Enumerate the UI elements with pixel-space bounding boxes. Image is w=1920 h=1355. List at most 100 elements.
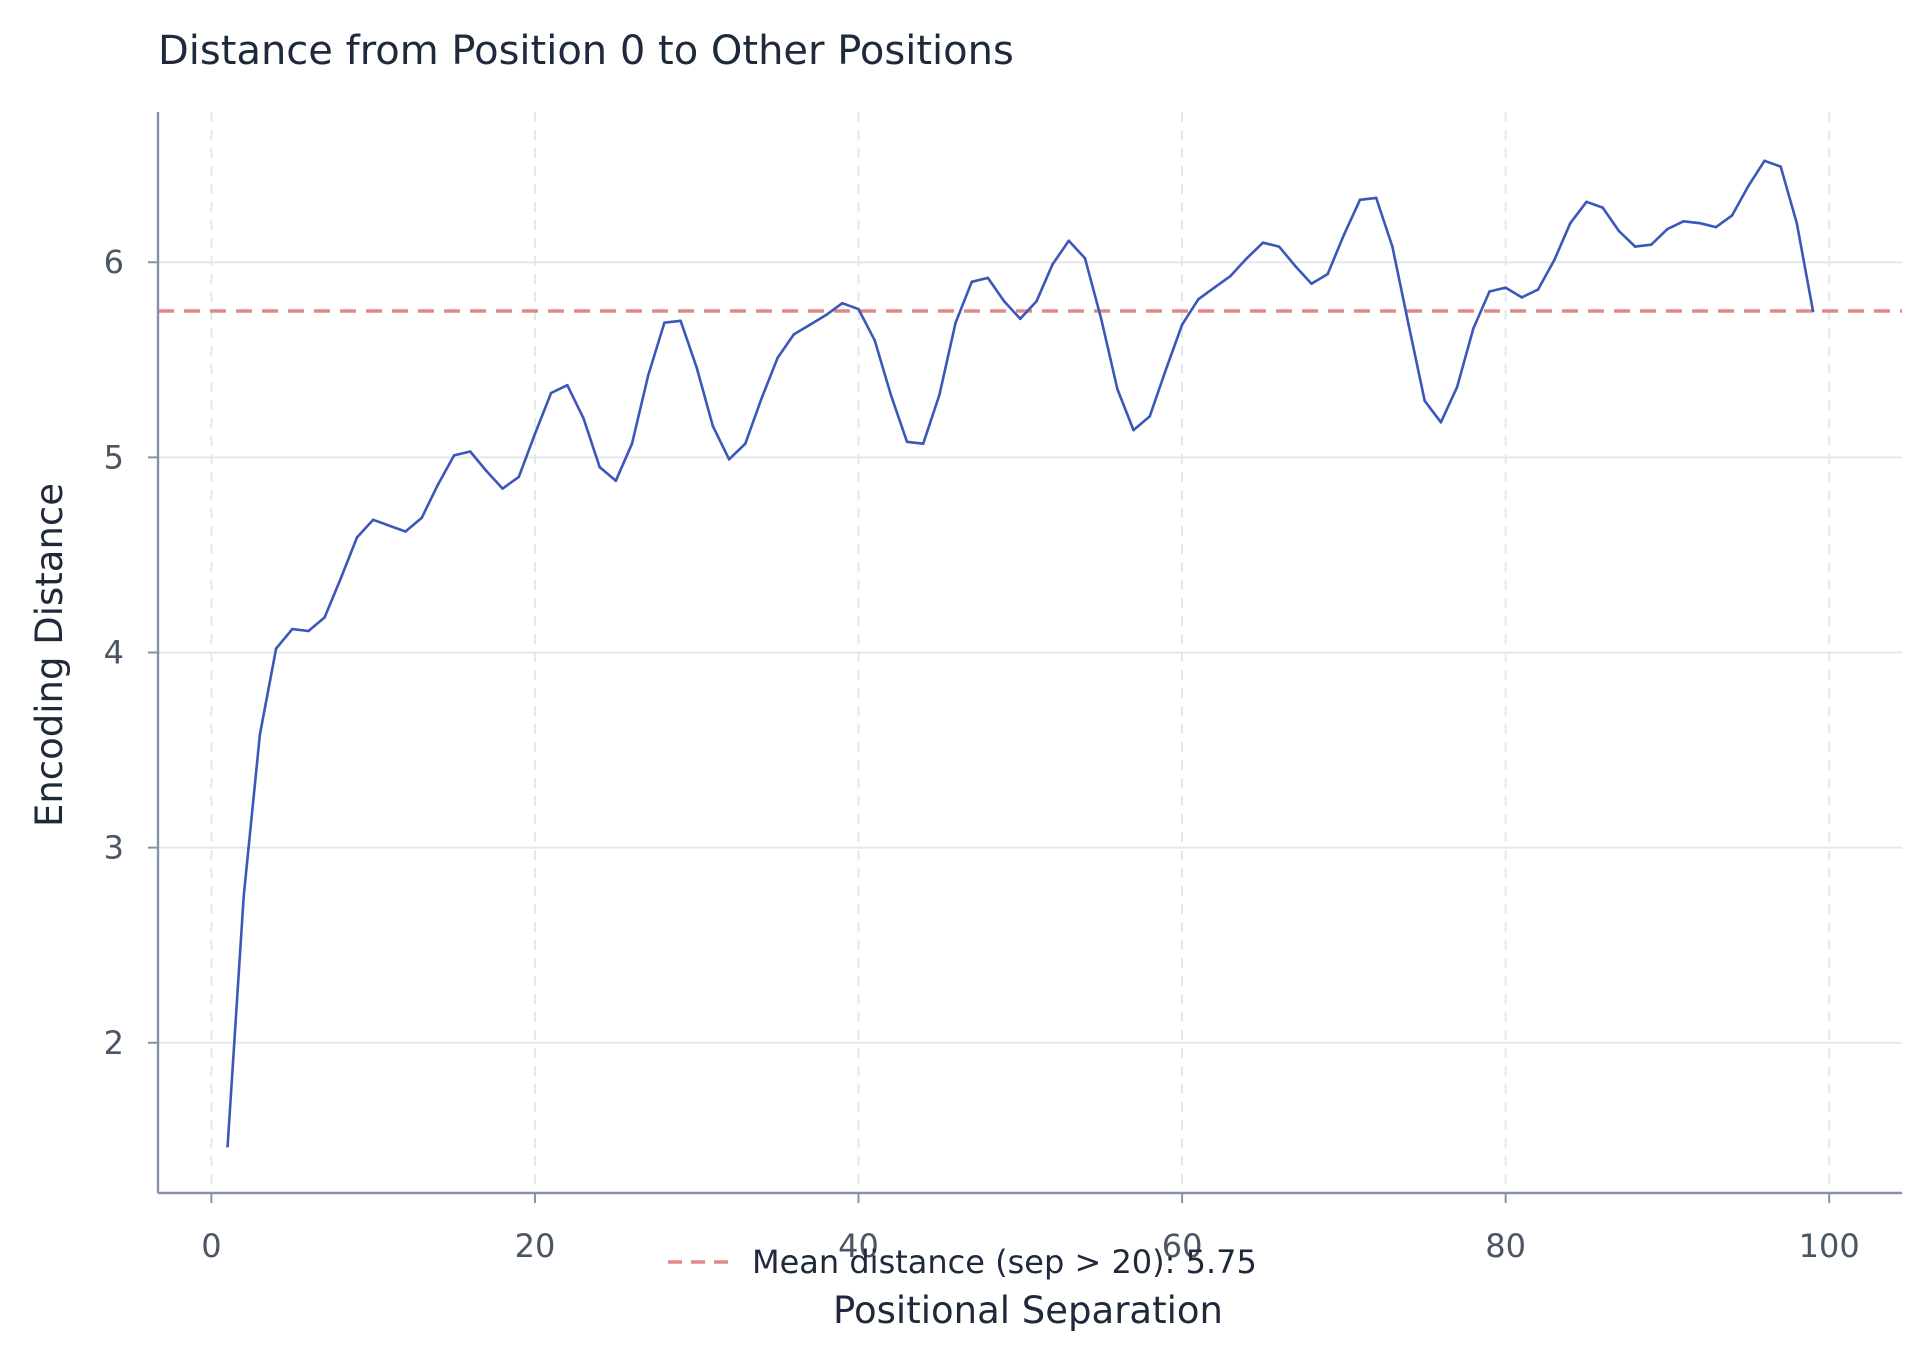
data-point: [1229, 274, 1232, 278]
data-point: [921, 442, 925, 446]
data-point: [808, 323, 812, 326]
data-point: [679, 319, 682, 323]
data-point: [1196, 298, 1200, 301]
data-point: [1601, 206, 1605, 209]
data-point: [695, 366, 699, 369]
data-point: [1649, 243, 1653, 246]
data-point: [1698, 221, 1702, 225]
data-point: [630, 442, 634, 446]
data-point: [1439, 420, 1443, 424]
y-tick-label: 2: [104, 1024, 124, 1062]
data-point: [1520, 296, 1524, 299]
data-point: [1132, 428, 1135, 432]
data-point: [1002, 299, 1006, 303]
y-tick-label: 4: [104, 634, 124, 672]
data-point: [1666, 227, 1669, 231]
data-point: [1148, 415, 1152, 418]
data-point: [1310, 282, 1313, 286]
legend: Mean distance (sep > 20): 5.75: [668, 1243, 1257, 1281]
data-point: [1261, 241, 1265, 245]
data-point: [339, 577, 343, 580]
data-point: [1035, 299, 1038, 303]
data-point: [1569, 221, 1572, 225]
data-point: [242, 895, 246, 898]
data-point: [1213, 286, 1216, 289]
x-tick-label: 60: [1162, 1227, 1203, 1265]
data-point: [274, 647, 278, 650]
data-point: [1423, 399, 1427, 403]
data-point: [1180, 323, 1184, 326]
data-point: [1326, 272, 1329, 276]
data-point: [226, 1144, 229, 1148]
data-point: [1245, 257, 1249, 260]
x-tick-label: 0: [201, 1227, 221, 1265]
y-tick-label: 5: [104, 438, 124, 476]
data-point: [663, 321, 666, 325]
x-tick-label: 20: [515, 1227, 556, 1265]
data-point: [598, 465, 601, 469]
data-point: [1536, 288, 1540, 291]
data-point: [420, 516, 424, 520]
data-point: [1358, 198, 1362, 202]
x-tick-label: 80: [1485, 1227, 1526, 1265]
data-point: [1374, 196, 1378, 200]
data-point: [1342, 233, 1346, 237]
data-point: [1795, 221, 1799, 225]
grid-lines: [158, 112, 1902, 1193]
y-tick-labels: 2 3 4 5 6: [104, 243, 158, 1062]
data-point: [743, 442, 747, 446]
data-point: [954, 321, 957, 325]
data-point: [533, 432, 537, 436]
data-point: [1730, 214, 1734, 217]
data-point: [501, 487, 504, 490]
data-point: [760, 397, 763, 401]
data-point: [1585, 200, 1588, 204]
data-point: [582, 417, 585, 420]
data-point: [307, 629, 310, 633]
data-point: [873, 338, 876, 342]
data-point: [1018, 317, 1022, 321]
data-point: [1407, 323, 1410, 326]
data-point: [1682, 219, 1685, 223]
data-point: [986, 276, 990, 280]
data-point: [1488, 290, 1491, 293]
data-point: [355, 536, 359, 539]
data-point: [485, 469, 488, 473]
y-tick-label: 6: [104, 243, 124, 281]
data-point: [970, 280, 974, 284]
y-tick-label: 3: [104, 829, 124, 867]
data-point: [566, 383, 569, 387]
data-point: [1504, 286, 1507, 289]
data-point: [1116, 387, 1119, 391]
data-points: [226, 159, 1815, 1148]
data-point: [646, 374, 650, 377]
data-point: [388, 524, 391, 527]
data-point: [517, 475, 521, 479]
x-axis-label: Positional Separation: [833, 1289, 1223, 1332]
data-point: [824, 313, 828, 317]
data-point: [371, 518, 375, 522]
x-tick-labels: 0 20 40 60 80 100: [201, 1193, 1860, 1265]
data-point: [1455, 385, 1459, 389]
data-point: [1617, 229, 1621, 233]
data-point: [711, 424, 715, 428]
data-point: [468, 450, 472, 453]
chart-title: Distance from Position 0 to Other Positi…: [158, 28, 1014, 74]
x-tick-label: 100: [1799, 1227, 1860, 1265]
data-point: [792, 333, 796, 336]
data-point: [776, 356, 779, 360]
data-point: [1714, 225, 1718, 229]
data-point: [1811, 309, 1815, 313]
data-point: [889, 393, 893, 397]
data-point: [1779, 165, 1782, 168]
data-point: [614, 479, 618, 483]
data-point: [1164, 368, 1168, 371]
legend-label-mean: Mean distance (sep > 20): 5.75: [752, 1243, 1257, 1281]
data-point: [1391, 245, 1394, 248]
data-point: [323, 616, 326, 619]
data-point: [1552, 258, 1556, 262]
data-point: [905, 440, 909, 444]
data-point: [1083, 257, 1087, 260]
data-point: [1747, 184, 1750, 188]
data-point: [1067, 239, 1071, 243]
